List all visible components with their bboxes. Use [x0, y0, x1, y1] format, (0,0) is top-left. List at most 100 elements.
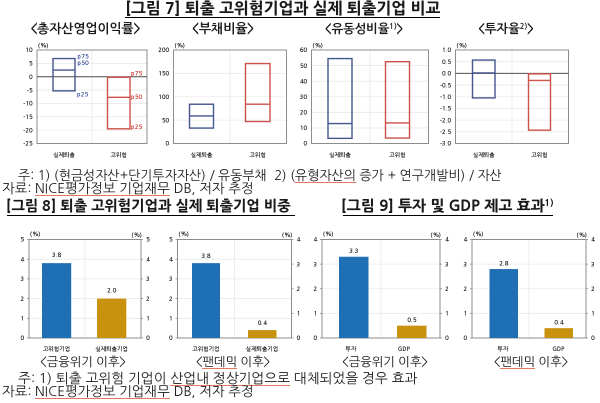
svg-text:10: 10: [300, 125, 307, 131]
svg-text:1: 1: [20, 316, 24, 322]
svg-text:p50: p50: [78, 60, 89, 66]
svg-text:100: 100: [158, 94, 169, 100]
svg-text:실제퇴출기업: 실제퇴출기업: [246, 346, 279, 352]
svg-text:0.5: 0.5: [407, 317, 416, 323]
svg-text:0.4: 0.4: [258, 320, 267, 326]
svg-text:4: 4: [20, 256, 24, 262]
svg-text:5: 5: [20, 237, 24, 243]
svg-text:(%): (%): [38, 43, 49, 49]
svg-text:1: 1: [297, 311, 301, 317]
svg-text:2.8: 2.8: [499, 260, 509, 266]
svg-text:2: 2: [591, 286, 595, 292]
svg-text:200: 200: [158, 47, 169, 53]
svg-text:0.4: 0.4: [554, 320, 563, 326]
svg-text:1: 1: [313, 311, 317, 317]
svg-text:3: 3: [169, 276, 173, 282]
svg-text:실제퇴출: 실제퇴출: [53, 152, 75, 158]
svg-text:(%): (%): [282, 232, 293, 238]
svg-text:0: 0: [463, 335, 467, 341]
svg-text:1: 1: [591, 311, 595, 317]
svg-text:150: 150: [158, 71, 169, 77]
svg-text:(%): (%): [430, 232, 441, 238]
svg-text:(%): (%): [175, 43, 186, 49]
svg-text:실제퇴출기업: 실제퇴출기업: [95, 346, 128, 352]
svg-text:1: 1: [146, 316, 150, 322]
svg-text:p50: p50: [131, 94, 142, 100]
svg-text:0: 0: [303, 141, 307, 147]
svg-text:p25: p25: [77, 91, 88, 97]
svg-text:1: 1: [463, 311, 467, 317]
svg-text:실제퇴출: 실제퇴출: [191, 152, 213, 158]
svg-text:30: 30: [300, 94, 307, 100]
svg-text:50: 50: [300, 63, 307, 69]
svg-text:2: 2: [20, 296, 24, 302]
svg-text:3: 3: [591, 261, 595, 267]
svg-text:4: 4: [313, 237, 317, 243]
svg-text:실제퇴출: 실제퇴출: [473, 152, 495, 158]
svg-text:0: 0: [313, 335, 317, 341]
svg-text:3.8: 3.8: [201, 253, 211, 259]
svg-text:4: 4: [146, 256, 150, 262]
svg-text:0: 0: [169, 335, 173, 341]
svg-text:(%): (%): [576, 232, 587, 238]
svg-text:-3.0: -3.0: [440, 141, 451, 147]
svg-text:5: 5: [29, 61, 33, 67]
svg-text:1: 1: [445, 311, 449, 317]
svg-text:(%): (%): [179, 231, 190, 237]
svg-text:고위험기업: 고위험기업: [192, 346, 219, 352]
svg-text:0: 0: [146, 335, 150, 341]
svg-text:4: 4: [591, 237, 595, 243]
svg-text:-10: -10: [23, 101, 32, 107]
svg-text:고위험: 고위험: [389, 152, 405, 158]
svg-text:투자: 투자: [346, 346, 357, 352]
svg-text:GDP: GDP: [552, 346, 564, 352]
svg-text:20: 20: [300, 110, 307, 116]
svg-text:-1.5: -1.5: [440, 106, 451, 112]
svg-text:GDP: GDP: [398, 346, 410, 352]
svg-text:2: 2: [445, 286, 449, 292]
svg-text:-20: -20: [23, 127, 32, 133]
svg-text:50: 50: [162, 117, 169, 123]
svg-text:-1.0: -1.0: [440, 94, 451, 100]
svg-text:0: 0: [591, 335, 595, 341]
svg-text:2.0: 2.0: [107, 287, 116, 293]
svg-text:4: 4: [445, 237, 449, 243]
svg-text:(%): (%): [473, 231, 484, 237]
svg-text:0: 0: [297, 335, 301, 341]
svg-text:0: 0: [29, 74, 33, 80]
svg-text:-5: -5: [27, 87, 33, 93]
svg-text:2: 2: [313, 286, 317, 292]
svg-text:3: 3: [146, 276, 150, 282]
svg-text:p25: p25: [131, 124, 142, 130]
svg-text:5: 5: [146, 237, 150, 243]
svg-text:-2.0: -2.0: [440, 117, 451, 123]
svg-text:4: 4: [297, 237, 301, 243]
svg-text:3: 3: [313, 261, 317, 267]
svg-text:0.0: 0.0: [442, 71, 451, 77]
svg-text:4: 4: [463, 237, 467, 243]
svg-text:p75: p75: [78, 53, 89, 59]
svg-text:2: 2: [146, 296, 150, 302]
svg-text:2: 2: [297, 286, 301, 292]
svg-text:3: 3: [445, 261, 449, 267]
svg-text:실제퇴출: 실제퇴출: [329, 152, 351, 158]
svg-text:3: 3: [463, 261, 467, 267]
svg-text:0: 0: [445, 335, 449, 341]
svg-text:-2.5: -2.5: [440, 129, 451, 135]
svg-text:3.3: 3.3: [349, 248, 358, 254]
svg-text:2: 2: [169, 296, 173, 302]
svg-text:고위험: 고위험: [250, 152, 266, 158]
svg-text:(%): (%): [457, 43, 468, 49]
svg-text:투자: 투자: [498, 346, 509, 352]
svg-text:0: 0: [20, 335, 24, 341]
svg-text:-15: -15: [23, 114, 32, 120]
svg-text:10: 10: [25, 47, 32, 53]
svg-text:(%): (%): [323, 231, 334, 237]
svg-text:-25: -25: [23, 141, 32, 147]
svg-text:(%): (%): [313, 43, 324, 49]
svg-text:3.8: 3.8: [52, 252, 62, 258]
svg-text:5: 5: [169, 237, 173, 243]
svg-text:2: 2: [463, 286, 467, 292]
svg-text:고위험: 고위험: [111, 152, 127, 158]
svg-text:0.5: 0.5: [442, 59, 451, 65]
